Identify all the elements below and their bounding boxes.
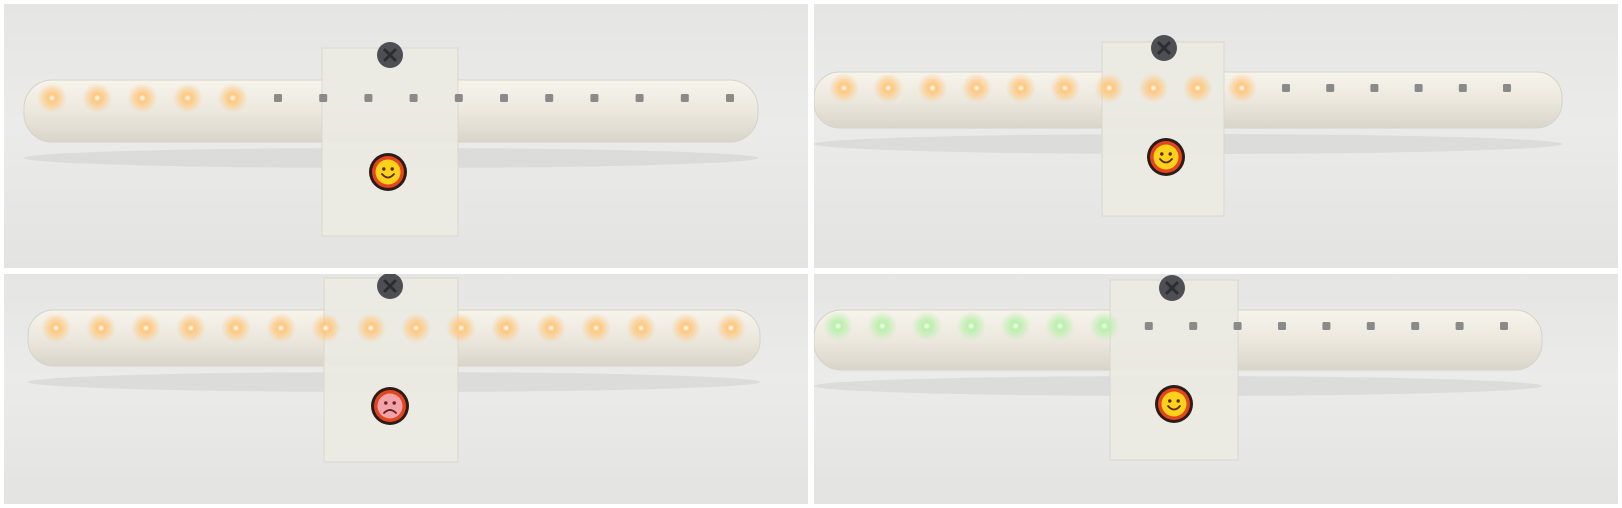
- led-lit: [671, 313, 701, 343]
- device-body: [323, 277, 459, 463]
- face-eye: [382, 167, 386, 171]
- face-eye: [392, 401, 396, 405]
- led-lit: [917, 73, 948, 103]
- face-eye: [1176, 399, 1180, 403]
- smiley-face-icon: [1153, 144, 1179, 170]
- led-off: [454, 94, 463, 102]
- led-off: [1458, 84, 1467, 92]
- led-lit: [86, 313, 116, 343]
- led-lit: [536, 313, 566, 343]
- led-lit: [131, 313, 161, 343]
- led-lit: [1050, 73, 1080, 103]
- face-mouth: [1159, 158, 1173, 164]
- led-lit: [1138, 73, 1169, 103]
- led-lit: [867, 311, 898, 341]
- device-svg: [814, 35, 1563, 217]
- face-eye: [1160, 152, 1164, 156]
- led-off: [1370, 84, 1379, 92]
- led-lit: [82, 83, 113, 113]
- face-eye: [1168, 399, 1172, 403]
- led-off: [500, 94, 508, 102]
- led-lit: [1182, 73, 1213, 103]
- led-off: [1189, 322, 1198, 330]
- photo-panel-4: [814, 274, 1618, 504]
- device-body: [1109, 279, 1239, 461]
- led-off: [726, 94, 734, 102]
- device-body: [1101, 41, 1225, 217]
- led-off: [1503, 84, 1511, 92]
- device-svg: [814, 275, 1543, 461]
- led-lit: [823, 311, 853, 341]
- led-lit: [1005, 73, 1036, 103]
- led-lit: [127, 83, 158, 113]
- led-lit: [626, 313, 656, 343]
- face-eye: [390, 167, 394, 171]
- face-mouth: [383, 409, 397, 414]
- led-lit: [176, 313, 206, 343]
- photo-panel-2: [814, 4, 1618, 268]
- led-lit: [266, 313, 296, 343]
- sad-face-icon: [377, 393, 403, 419]
- led-off: [409, 94, 418, 102]
- led-lit: [356, 313, 386, 343]
- led-lit: [873, 73, 904, 103]
- led-lit: [1094, 73, 1125, 103]
- face-eye: [384, 401, 388, 405]
- led-off: [1455, 322, 1464, 330]
- photo-panel-3: [4, 274, 808, 504]
- led-lit: [581, 313, 611, 343]
- led-off: [1366, 322, 1375, 330]
- led-lit: [829, 73, 859, 103]
- led-lit: [1226, 73, 1257, 103]
- led-off: [1414, 84, 1423, 92]
- led-lit: [172, 83, 203, 113]
- led-lit: [491, 313, 521, 343]
- led-off: [319, 94, 328, 102]
- smiley-face-icon: [1161, 391, 1187, 417]
- led-off: [364, 94, 373, 102]
- led-off: [1144, 322, 1153, 330]
- led-off: [635, 94, 644, 102]
- led-off: [545, 94, 554, 102]
- led-off: [1411, 322, 1420, 330]
- knob-cross-icon: [1165, 281, 1179, 295]
- led-off: [1322, 322, 1331, 330]
- led-off: [1326, 84, 1335, 92]
- led-off: [1500, 322, 1508, 330]
- photo-panel-1: [4, 4, 808, 268]
- led-lit: [1045, 311, 1075, 341]
- face-eye: [1168, 152, 1172, 156]
- led-lit: [961, 73, 992, 103]
- led-lit: [911, 311, 942, 341]
- led-lit: [1000, 311, 1031, 341]
- led-lit: [37, 83, 67, 113]
- device-body: [321, 47, 459, 237]
- led-off: [590, 94, 599, 102]
- led-lit: [217, 83, 248, 113]
- led-lit: [716, 313, 746, 343]
- led-lit: [401, 313, 431, 343]
- led-off: [1233, 322, 1242, 330]
- face-mouth: [381, 173, 395, 179]
- face-mouth: [1167, 405, 1181, 411]
- knob-cross-icon: [1157, 41, 1171, 55]
- led-off: [680, 94, 689, 102]
- led-lit: [221, 313, 251, 343]
- led-lit: [446, 313, 476, 343]
- led-off: [1278, 322, 1286, 330]
- device-svg: [23, 42, 759, 237]
- led-lit: [1089, 311, 1120, 341]
- led-lit: [41, 313, 71, 343]
- knob-cross-icon: [383, 48, 397, 62]
- led-off: [1282, 84, 1290, 92]
- smiley-face-icon: [375, 159, 401, 185]
- knob-cross-icon: [383, 279, 397, 293]
- device-svg: [27, 274, 761, 463]
- led-lit: [956, 311, 987, 341]
- led-off: [274, 94, 282, 102]
- led-lit: [311, 313, 341, 343]
